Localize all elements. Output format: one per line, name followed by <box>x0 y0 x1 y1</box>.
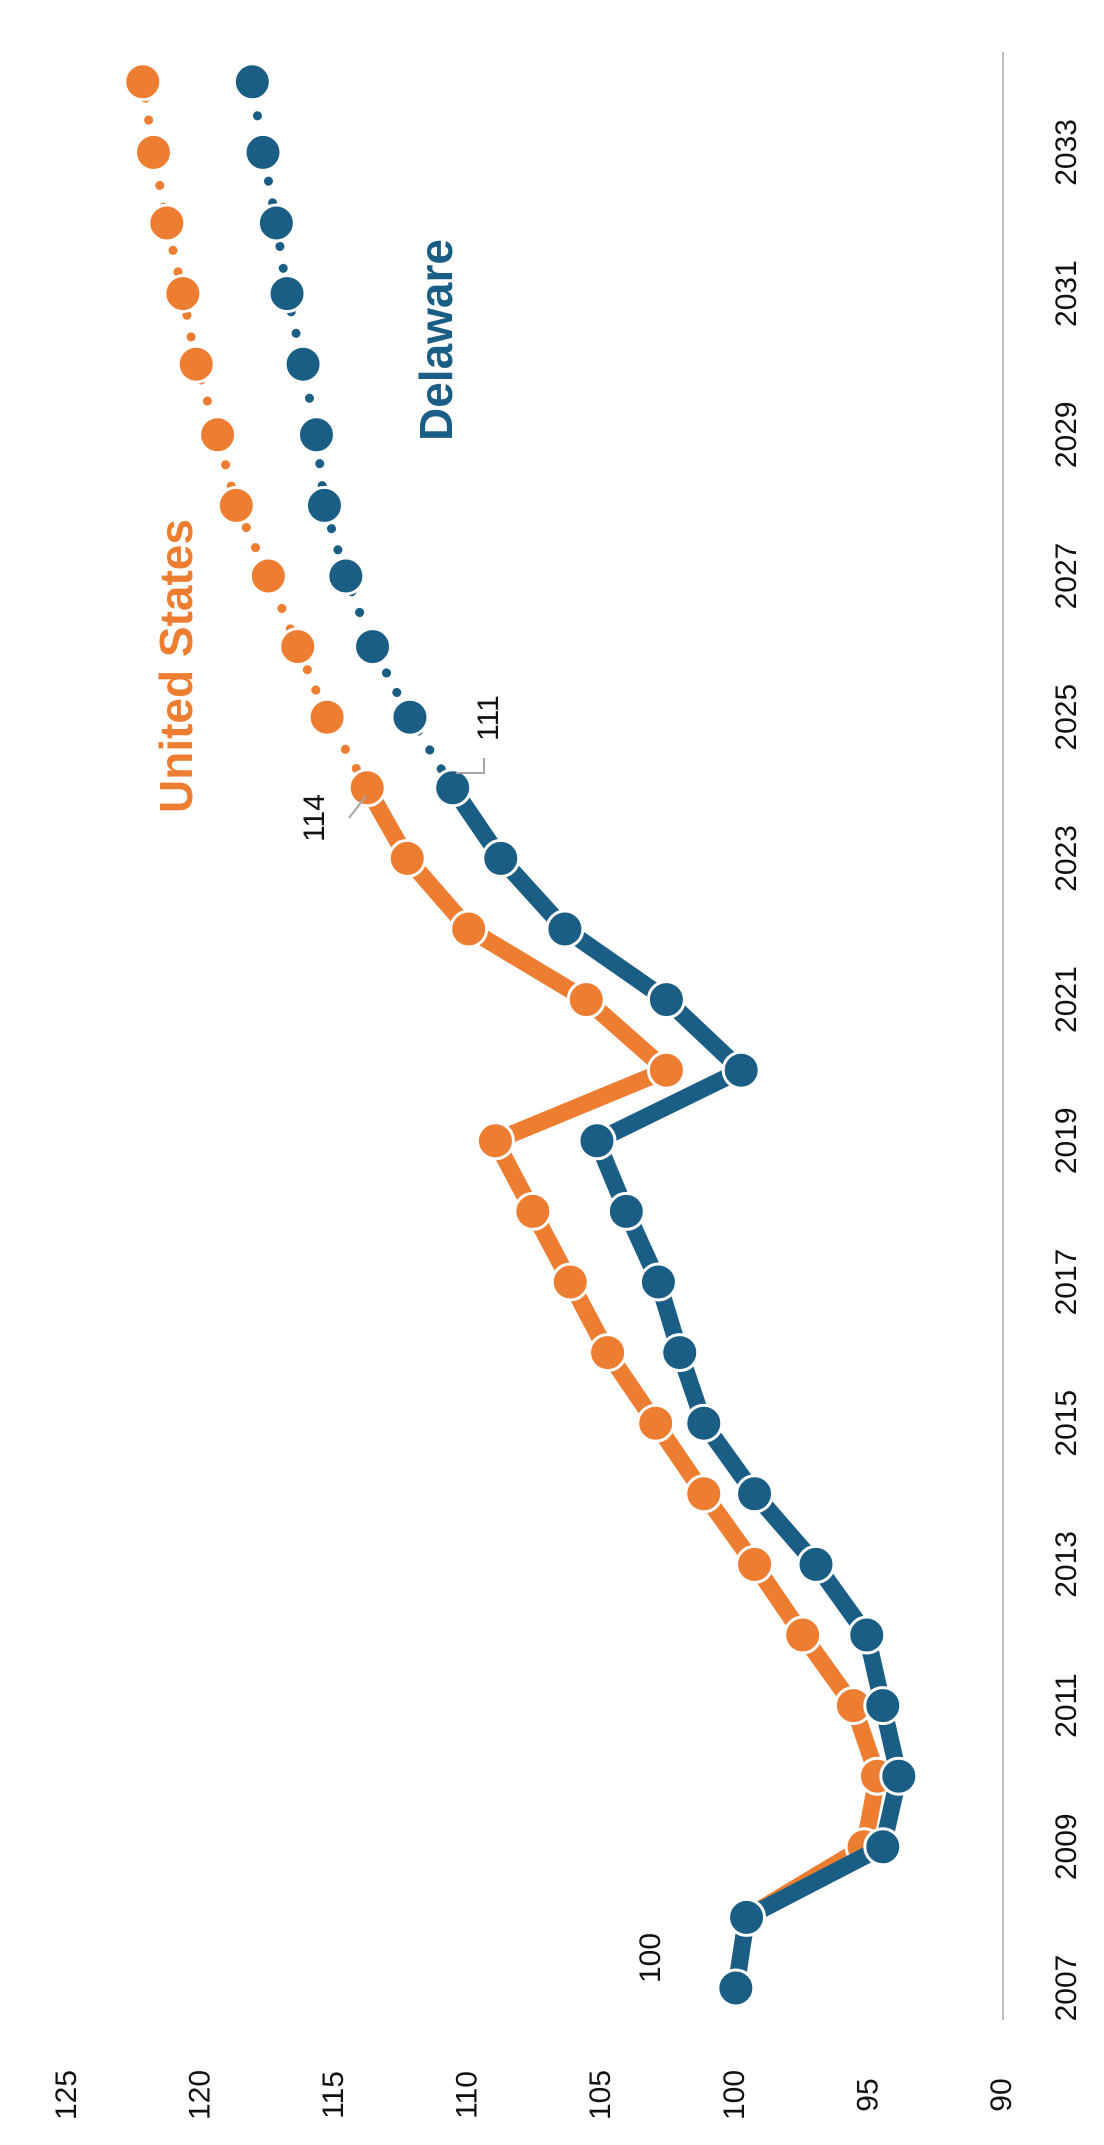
delaware-point <box>283 344 323 384</box>
united-states-point <box>198 415 238 455</box>
united-states-point <box>307 697 347 737</box>
series-layer <box>123 62 919 2008</box>
label-layer: United States Delaware 100 114 111 <box>150 239 667 1983</box>
delaware-point <box>256 203 296 243</box>
delaware-point <box>863 1827 903 1867</box>
axis-layer: 2007 2009 2011 2013 2015 2017 2019 2021 2023 2025… <box>50 52 1083 2120</box>
x-tick-label: 2009 <box>1050 1813 1083 1880</box>
united-states-point <box>550 1262 590 1302</box>
y-tick-label: 110 <box>451 2071 484 2119</box>
y-tick-label: 115 <box>317 2071 350 2119</box>
delaware-point <box>390 697 430 737</box>
y-tick-label: 90 <box>985 2078 1018 2111</box>
delaware-point <box>296 415 336 455</box>
x-tick-label: 2027 <box>1050 543 1083 610</box>
united-states-point <box>735 1544 775 1584</box>
united-states-point <box>347 768 387 808</box>
united-states-point <box>133 132 173 172</box>
delaware-point <box>326 556 366 596</box>
delaware-point <box>660 1333 700 1373</box>
delaware-point <box>638 1262 678 1302</box>
x-tick-label: 2023 <box>1050 825 1083 892</box>
delaware-point <box>796 1544 836 1584</box>
delaware-point <box>577 1121 617 1161</box>
x-tick-label: 2025 <box>1050 684 1083 751</box>
x-tick-label: 2017 <box>1050 1249 1083 1316</box>
data-label: 100 <box>634 1933 667 1983</box>
x-tick-label: 2015 <box>1050 1390 1083 1457</box>
delaware-point <box>727 1897 767 1937</box>
united-states-point <box>646 1050 686 1090</box>
united-states-point <box>163 274 203 314</box>
united-states-point <box>387 838 427 878</box>
y-tick-label: 105 <box>584 2070 617 2120</box>
united-states-point <box>216 485 256 525</box>
delaware-point <box>267 274 307 314</box>
delaware-point <box>721 1050 761 1090</box>
delaware-point <box>716 1968 756 2008</box>
delaware-point <box>847 1615 887 1655</box>
data-label: 114 <box>298 794 331 842</box>
united-states-point <box>248 556 288 596</box>
x-tick-label: 2033 <box>1050 119 1083 186</box>
united-states-point <box>475 1121 515 1161</box>
x-tick-label: 2007 <box>1050 1955 1083 2022</box>
delaware-point <box>353 627 393 667</box>
x-tick-label: 2013 <box>1050 1531 1083 1598</box>
united-states-point <box>513 1191 553 1231</box>
united-states-point <box>278 627 318 667</box>
delaware-point <box>863 1686 903 1726</box>
united-states-point <box>147 203 187 243</box>
delaware-point <box>232 62 272 102</box>
delaware-point <box>735 1474 775 1514</box>
united-states-point <box>636 1403 676 1443</box>
delaware-point <box>879 1756 919 1796</box>
delaware-projection-line <box>247 77 458 793</box>
united-states-point <box>566 980 606 1020</box>
x-tick-label: 2011 <box>1050 1673 1083 1738</box>
y-tick-label: 125 <box>50 2070 83 2120</box>
x-tick-label: 2031 <box>1050 260 1083 327</box>
united-states-projection-line <box>138 77 372 793</box>
delaware-point <box>646 980 686 1020</box>
united-states-point <box>449 909 489 949</box>
x-tick-label: 2021 <box>1050 966 1083 1033</box>
delaware-point <box>243 132 283 172</box>
annotation-leader-line <box>456 758 485 774</box>
united-states-point <box>684 1474 724 1514</box>
united-states-point <box>123 62 163 102</box>
data-label: 111 <box>472 695 505 741</box>
y-tick-label: 120 <box>183 2070 216 2120</box>
united-states-point <box>588 1333 628 1373</box>
united-states-series-label: United States <box>150 519 202 813</box>
united-states-point <box>176 344 216 384</box>
delaware-point <box>304 485 344 525</box>
delaware-point <box>481 838 521 878</box>
y-tick-label: 95 <box>851 2078 884 2111</box>
delaware-point <box>545 909 585 949</box>
delaware-series-label: Delaware <box>410 239 462 441</box>
y-tick-label: 100 <box>718 2070 751 2120</box>
annotation-leader-line <box>348 795 367 819</box>
delaware-point <box>684 1403 724 1443</box>
delaware-point <box>433 768 473 808</box>
delaware-point <box>606 1191 646 1231</box>
x-tick-label: 2019 <box>1050 1107 1083 1174</box>
united-states-point <box>783 1615 823 1655</box>
x-tick-label: 2029 <box>1050 401 1083 468</box>
